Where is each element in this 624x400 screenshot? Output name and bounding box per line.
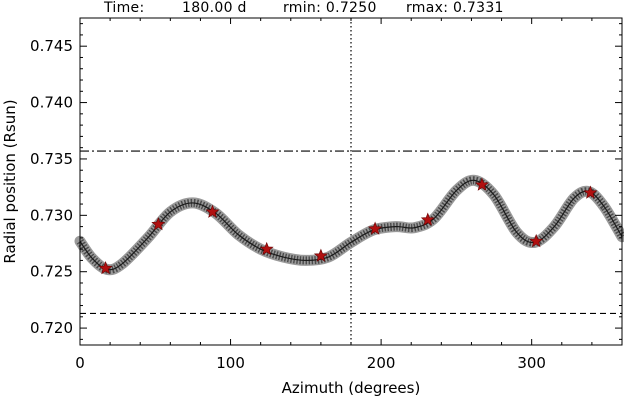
y-tick-label-5: 0.745 bbox=[30, 37, 73, 55]
y-tick-label-0: 0.720 bbox=[30, 319, 73, 337]
marker-star-3 bbox=[259, 241, 274, 256]
marker-star-1 bbox=[151, 217, 166, 231]
x-axis: 0 100 200 300 bbox=[75, 18, 593, 372]
x-axis-label: Azimuth (degrees) bbox=[282, 379, 421, 397]
y-tick-label-4: 0.740 bbox=[30, 94, 73, 112]
x-tick-label-3: 300 bbox=[517, 354, 546, 372]
time-value: 180.00 d bbox=[182, 0, 247, 16]
x-tick-label-2: 200 bbox=[367, 354, 396, 372]
marker-star-0 bbox=[98, 260, 113, 275]
y-tick-label-3: 0.735 bbox=[30, 150, 73, 168]
y-axis: 0.720 0.725 0.730 0.735 0.740 0.745 bbox=[30, 23, 622, 340]
reference-lines bbox=[80, 18, 622, 345]
y-axis-label: Radial position (Rsun) bbox=[1, 99, 19, 263]
y-tick-label-1: 0.725 bbox=[30, 263, 73, 281]
marker-star-4 bbox=[313, 248, 328, 262]
marker-star-5 bbox=[368, 221, 383, 235]
y-tick-label-2: 0.730 bbox=[30, 206, 73, 224]
x-tick-label-0: 0 bbox=[75, 354, 85, 372]
rmin-readout: rmin: 0.7250 bbox=[283, 0, 377, 16]
marker-star-7 bbox=[475, 177, 489, 191]
marker-star-9 bbox=[583, 185, 598, 199]
marker-star-2 bbox=[205, 204, 220, 218]
marker-star-6 bbox=[420, 212, 435, 226]
marker-star-8 bbox=[529, 233, 544, 248]
rmax-readout: rmax: 0.7331 bbox=[406, 0, 504, 16]
time-label: Time: bbox=[104, 0, 145, 16]
marker-layer bbox=[98, 177, 598, 275]
x-tick-label-1: 100 bbox=[216, 354, 245, 372]
